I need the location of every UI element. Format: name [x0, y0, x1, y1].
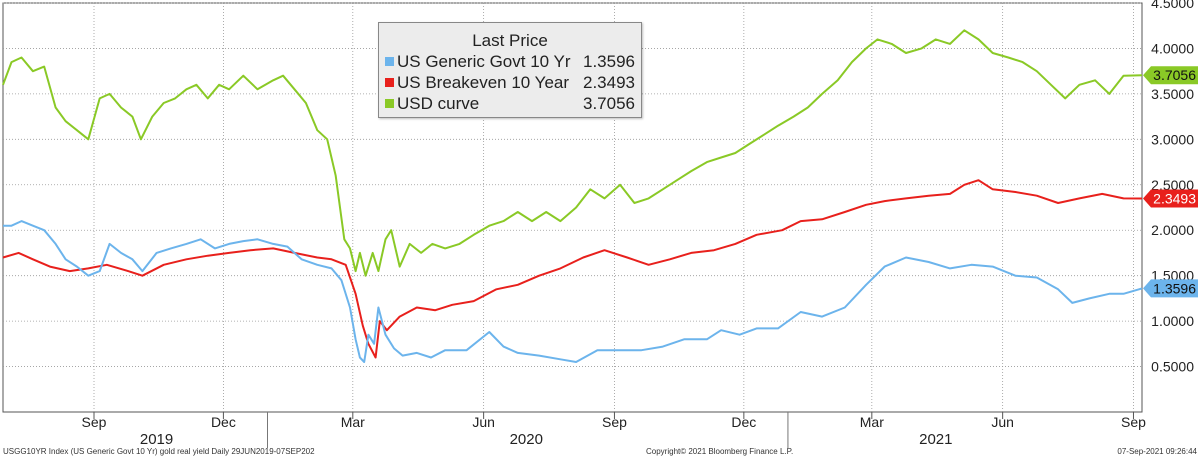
y-tick-label: 1.0000	[1151, 313, 1194, 329]
last-price-label: 1.3596	[1153, 280, 1196, 296]
x-tick-label: Mar	[341, 414, 365, 430]
legend-title: Last Price	[472, 31, 548, 50]
series-line	[2, 29, 1143, 277]
footer-timestamp: 07-Sep-2021 09:26:44	[1117, 447, 1197, 456]
y-tick-label: 3.0000	[1151, 131, 1194, 147]
y-tick-label: 0.5000	[1151, 359, 1194, 375]
x-tick-label: Sep	[82, 414, 107, 430]
series-layer	[2, 29, 1143, 363]
legend-label-ust10y: US Generic Govt 10 Yr	[397, 52, 571, 71]
legend-swatch-breakeven	[385, 78, 394, 87]
legend-item-usd-curve: USD curve 3.7056	[379, 93, 641, 114]
x-tick-label: Jun	[991, 414, 1014, 430]
last-price-label: 3.7056	[1153, 67, 1196, 83]
series-line	[2, 179, 1143, 359]
year-label: 2019	[140, 431, 173, 448]
legend-label-usd-curve: USD curve	[397, 94, 480, 113]
year-label: 2020	[510, 431, 543, 448]
plot-frame	[2, 2, 1143, 413]
gridlines	[2, 2, 1143, 413]
last-price-tag	[1143, 66, 1198, 85]
legend-swatch-usd-curve	[385, 99, 394, 108]
y-tick-label: 4.0000	[1151, 40, 1194, 56]
x-tick-label: Mar	[860, 414, 884, 430]
legend-value-breakeven: 2.3493	[583, 73, 635, 92]
y-tick-label: 4.5000	[1151, 0, 1194, 11]
y-tick-label: 2.0000	[1151, 222, 1194, 238]
y-tick-label: 3.5000	[1151, 86, 1194, 102]
legend-label-breakeven: US Breakeven 10 Year	[397, 73, 570, 92]
y-tick-label: 2.5000	[1151, 177, 1194, 193]
legend-swatch-ust10y	[385, 57, 394, 66]
footer-copyright: Copyright© 2021 Bloomberg Finance L.P.	[646, 447, 794, 456]
last-price-tag	[1143, 279, 1198, 298]
x-tick-label: Sep	[602, 414, 627, 430]
x-tick-label: Jun	[472, 414, 495, 430]
legend-item-ust10y: US Generic Govt 10 Yr 1.3596	[379, 51, 641, 72]
legend-value-ust10y: 1.3596	[583, 52, 635, 71]
legend: Last Price US Generic Govt 10 Yr 1.3596 …	[378, 22, 642, 118]
last-price-label: 2.3493	[1153, 190, 1196, 206]
series-line	[3, 220, 1143, 363]
legend-item-breakeven: US Breakeven 10 Year 2.3493	[379, 72, 641, 93]
year-label: 2021	[919, 431, 952, 448]
axis-layer: 0.50001.00001.50002.00002.50003.00003.50…	[82, 0, 1198, 448]
x-tick-label: Dec	[211, 414, 236, 430]
last-price-tag	[1143, 189, 1198, 208]
x-tick-label: Sep	[1121, 414, 1146, 430]
footer-source: USGG10YR Index (US Generic Govt 10 Yr) g…	[3, 447, 315, 456]
legend-value-usd-curve: 3.7056	[583, 94, 635, 113]
x-tick-label: Dec	[731, 414, 756, 430]
